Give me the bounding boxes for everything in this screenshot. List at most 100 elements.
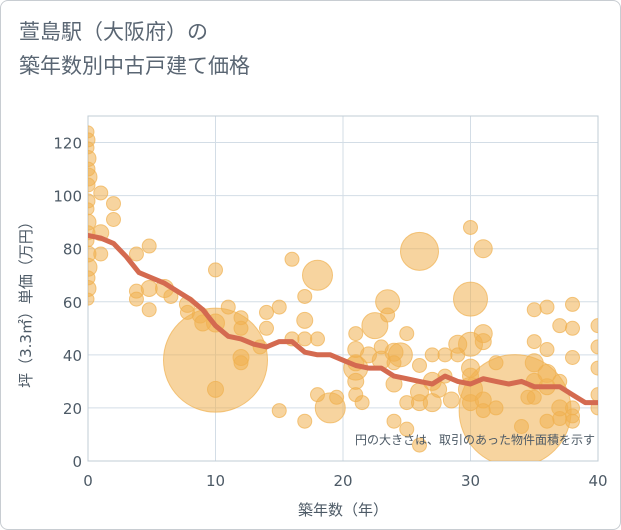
data-point (259, 304, 274, 320)
data-point (207, 380, 224, 398)
data-point (302, 259, 333, 291)
data-point (473, 239, 493, 259)
x-axis-label: 築年数（年） (298, 501, 388, 519)
data-point (233, 355, 249, 371)
data-point (106, 196, 121, 212)
data-point (552, 318, 568, 334)
chart-title: 萱島駅（大阪府）の 築年数別中古戸建て価格 (19, 15, 250, 83)
data-point (271, 403, 287, 419)
data-point (88, 161, 96, 177)
data-point (399, 395, 415, 411)
y-tick-label: 80 (63, 241, 82, 259)
data-point (565, 413, 580, 429)
data-point (453, 281, 488, 317)
data-point (128, 291, 144, 307)
data-point (259, 320, 274, 336)
data-point (348, 326, 364, 342)
data-point (88, 270, 96, 286)
x-tick-label: 20 (333, 472, 352, 490)
data-point (450, 347, 466, 363)
data-point (128, 246, 144, 262)
data-point (475, 403, 491, 419)
x-tick-label: 30 (461, 472, 480, 490)
data-point (297, 413, 313, 429)
data-point (329, 389, 345, 405)
y-tick-label: 100 (53, 188, 82, 206)
bubble-size-note: 円の大きさは、取引のあった物件面積を示す (355, 432, 595, 447)
data-point (106, 212, 121, 227)
chart-title-line1: 萱島駅（大阪府）の (19, 20, 208, 44)
data-point (179, 304, 195, 320)
data-point (88, 177, 96, 193)
data-point (400, 231, 439, 271)
data-point (88, 202, 95, 216)
y-tick-label: 20 (63, 400, 82, 418)
data-point (386, 413, 402, 429)
data-point (565, 350, 580, 365)
data-point (412, 437, 427, 453)
x-tick-label: 40 (588, 472, 607, 490)
data-point (233, 320, 249, 336)
data-point (88, 125, 95, 139)
data-point (539, 299, 555, 315)
data-point (590, 387, 598, 403)
y-tick-label: 40 (63, 347, 82, 365)
data-point (310, 331, 325, 347)
y-tick-label: 0 (72, 453, 82, 471)
data-point (88, 292, 95, 306)
data-point (141, 302, 157, 318)
data-point (488, 400, 504, 416)
data-point (437, 347, 453, 363)
data-point (93, 246, 109, 262)
data-point (347, 372, 365, 390)
data-point (590, 360, 598, 376)
data-point (539, 413, 555, 429)
data-point (539, 342, 555, 358)
data-point (399, 326, 415, 342)
x-tick-label: 10 (206, 472, 225, 490)
data-point (208, 262, 223, 278)
data-point (220, 299, 236, 315)
data-point (442, 391, 460, 409)
data-point (297, 288, 313, 304)
data-point (526, 389, 542, 405)
data-point (386, 355, 402, 371)
data-bubbles (88, 125, 598, 461)
data-point (565, 320, 580, 336)
data-point (310, 387, 325, 403)
data-point (296, 311, 314, 329)
data-point (524, 353, 544, 373)
data-point (488, 355, 504, 371)
chart-title-line2: 築年数別中古戸建て価格 (19, 54, 250, 78)
data-point (88, 141, 95, 155)
data-point (590, 318, 598, 334)
data-point (271, 299, 287, 315)
data-point (399, 421, 415, 437)
x-tick-label: 0 (83, 472, 93, 490)
data-point (297, 331, 313, 347)
y-tick-label: 120 (53, 135, 82, 153)
data-point (514, 419, 529, 434)
data-point (412, 357, 427, 373)
data-point (373, 339, 389, 355)
y-axis-label: 坪（3.3㎡）単価（万円） (17, 214, 35, 388)
trend-line (88, 232, 598, 406)
data-point (360, 346, 377, 364)
data-point (284, 251, 300, 267)
y-tick-label: 60 (63, 294, 82, 312)
data-point (141, 238, 157, 254)
data-point (93, 185, 109, 201)
data-point (526, 302, 542, 318)
data-point (526, 334, 542, 350)
data-point (354, 395, 370, 411)
data-point (424, 347, 440, 363)
data-point (463, 219, 478, 235)
data-point (590, 339, 598, 355)
axis-ticks: 0 20 40 60 80 100 120 0 10 20 30 40 (53, 135, 607, 490)
data-point (380, 307, 396, 323)
data-point (140, 280, 158, 297)
data-point (565, 296, 580, 312)
data-point (552, 411, 568, 427)
